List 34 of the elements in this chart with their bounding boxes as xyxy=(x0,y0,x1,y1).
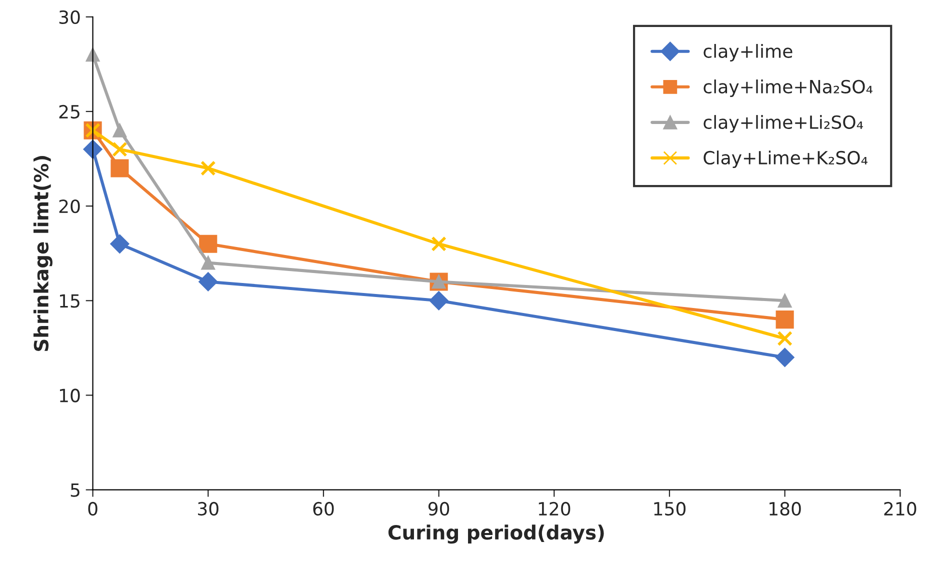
point xyxy=(110,159,129,178)
legend-label: Clay+Lime+K₂SO₄ xyxy=(704,150,868,168)
y-axis-title: Shrinkage limt(%) xyxy=(33,156,52,351)
point xyxy=(777,330,792,346)
point xyxy=(201,256,216,270)
point xyxy=(775,348,794,367)
y-tick-label: 10 xyxy=(60,388,80,402)
point xyxy=(778,294,792,308)
x-axis-title: Curing period(days) xyxy=(388,524,604,544)
point xyxy=(200,160,216,176)
point xyxy=(198,272,218,292)
x-tick-label: 30 xyxy=(198,502,218,516)
x-tick-label: 180 xyxy=(770,502,801,516)
point xyxy=(776,310,794,329)
x-tick-label: 120 xyxy=(538,502,570,516)
y-tick-label: 5 xyxy=(70,484,80,497)
legend-label: clay+lime xyxy=(704,44,792,62)
x-tick-label: 90 xyxy=(428,502,450,516)
point xyxy=(112,142,128,157)
y-tick-label: 15 xyxy=(60,294,80,308)
point xyxy=(431,236,446,252)
x-tick-label: 0 xyxy=(88,502,98,516)
point xyxy=(429,291,448,310)
legend-label: clay+lime+Li₂SO₄ xyxy=(704,115,863,133)
x-tick-label: 150 xyxy=(654,502,686,516)
x-tick-label: 210 xyxy=(884,502,916,516)
point xyxy=(199,234,218,253)
legend-label: clay+lime+Na₂SO₄ xyxy=(704,80,872,97)
point xyxy=(110,234,130,254)
point xyxy=(112,123,127,138)
y-tick-label: 25 xyxy=(59,104,80,119)
x-tick-label: 60 xyxy=(313,502,334,516)
y-tick-label: 30 xyxy=(59,10,80,24)
y-tick-label: 20 xyxy=(59,200,80,214)
